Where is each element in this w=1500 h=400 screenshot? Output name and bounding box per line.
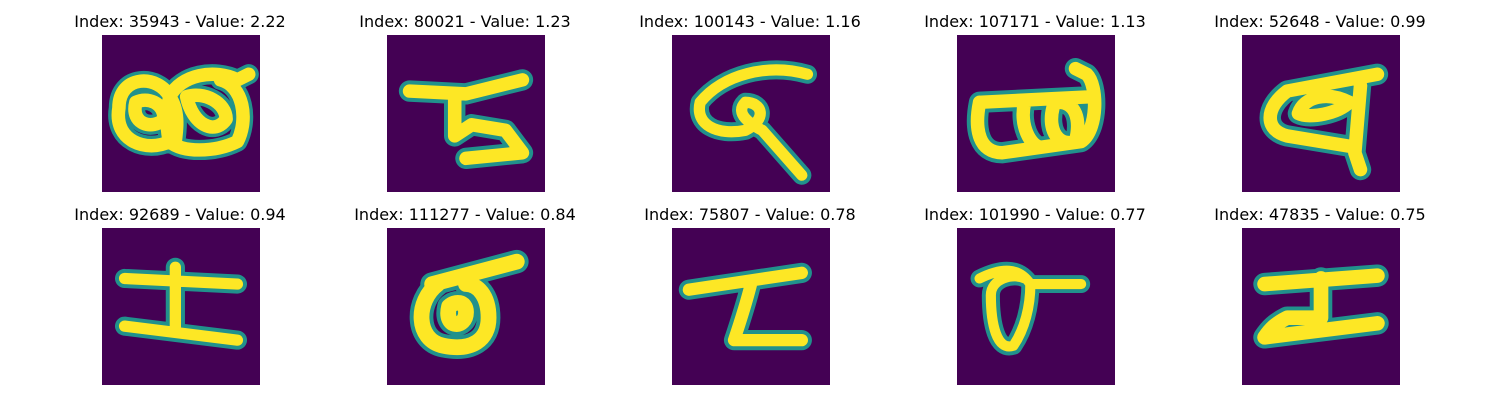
panel-title: Index: 92689 - Value: 0.94: [74, 205, 286, 224]
panel-title: Index: 75807 - Value: 0.78: [644, 205, 856, 224]
glyph-image: [672, 35, 830, 192]
glyph-image: [957, 228, 1115, 385]
glyph-image: [1242, 228, 1400, 385]
glyph-image: [387, 35, 545, 192]
panel-title: Index: 100143 - Value: 1.16: [639, 12, 861, 31]
glyph-image: [1242, 35, 1400, 192]
glyph-image: [672, 228, 830, 385]
panel-title: Index: 101990 - Value: 0.77: [924, 205, 1146, 224]
glyph-image: [957, 35, 1115, 192]
panel-title: Index: 107171 - Value: 1.13: [924, 12, 1146, 31]
glyph-image: [387, 228, 545, 385]
glyph-image: [102, 228, 260, 385]
panel-title: Index: 52648 - Value: 0.99: [1214, 12, 1426, 31]
glyph-image: [102, 35, 260, 192]
panel-title: Index: 47835 - Value: 0.75: [1214, 205, 1426, 224]
panel-title: Index: 35943 - Value: 2.22: [74, 12, 286, 31]
panel-title: Index: 80021 - Value: 1.23: [359, 12, 571, 31]
panel-title: Index: 111277 - Value: 0.84: [354, 205, 576, 224]
